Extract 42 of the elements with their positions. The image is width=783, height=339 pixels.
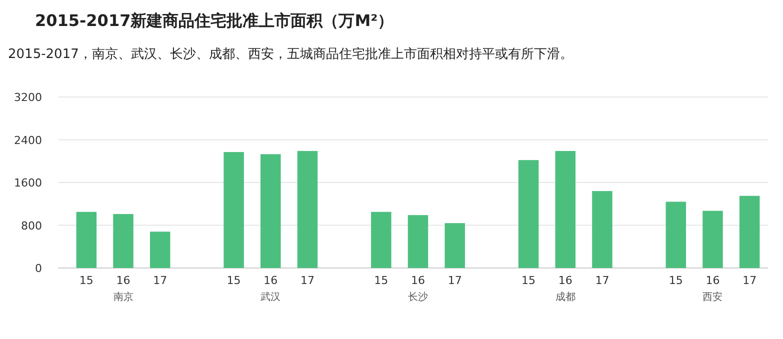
text: 南京 xyxy=(113,291,134,303)
bar xyxy=(518,160,539,268)
bar xyxy=(297,150,318,268)
text: 武汉 xyxy=(260,291,281,303)
bar xyxy=(666,202,686,268)
bar xyxy=(260,154,281,268)
x-tick-label: 15 xyxy=(374,274,388,287)
bar xyxy=(76,212,97,268)
y-tick-label: 2400 xyxy=(14,134,42,147)
chart-title: 2015-2017新建商品住宅批准上市面积（万M²） xyxy=(35,11,394,30)
x-tick-label: 17 xyxy=(448,274,462,287)
y-tick-label: 1600 xyxy=(14,176,42,190)
bar xyxy=(555,150,576,268)
y-tick-label: 3200 xyxy=(14,91,42,104)
x-tick-label: 17 xyxy=(595,274,610,287)
bar xyxy=(739,196,760,268)
x-tick-label: 16 xyxy=(706,274,720,287)
y-tick-label: 800 xyxy=(21,219,42,232)
bar xyxy=(702,210,723,268)
chart-subtitle: 2015-2017，南京、武汉、长沙、成都、西安，五城商品住宅批准上市面积相对持平或有所下滑。 xyxy=(8,46,573,62)
x-tick-label: 16 xyxy=(264,274,278,287)
text: 长沙 xyxy=(408,291,428,303)
text: 西安 xyxy=(702,291,723,303)
y-tick-label: 0 xyxy=(35,262,42,275)
x-tick-label: 16 xyxy=(116,274,130,287)
bar xyxy=(408,215,428,268)
x-tick-label: 15 xyxy=(522,274,536,287)
bar xyxy=(444,223,465,268)
bar xyxy=(224,152,244,268)
x-tick-label: 17 xyxy=(153,274,168,287)
x-tick-label: 16 xyxy=(411,274,425,287)
x-tick-label: 15 xyxy=(668,274,683,287)
bar xyxy=(592,191,612,268)
x-tick-label: 16 xyxy=(558,274,572,287)
text: 成都 xyxy=(555,291,576,303)
x-tick-label: 15 xyxy=(226,274,241,287)
x-tick-label: 15 xyxy=(79,274,94,287)
bar xyxy=(113,214,134,268)
x-tick-label: 17 xyxy=(742,274,757,287)
bar xyxy=(150,232,170,268)
x-tick-label: 17 xyxy=(300,274,314,287)
bar xyxy=(371,212,392,268)
